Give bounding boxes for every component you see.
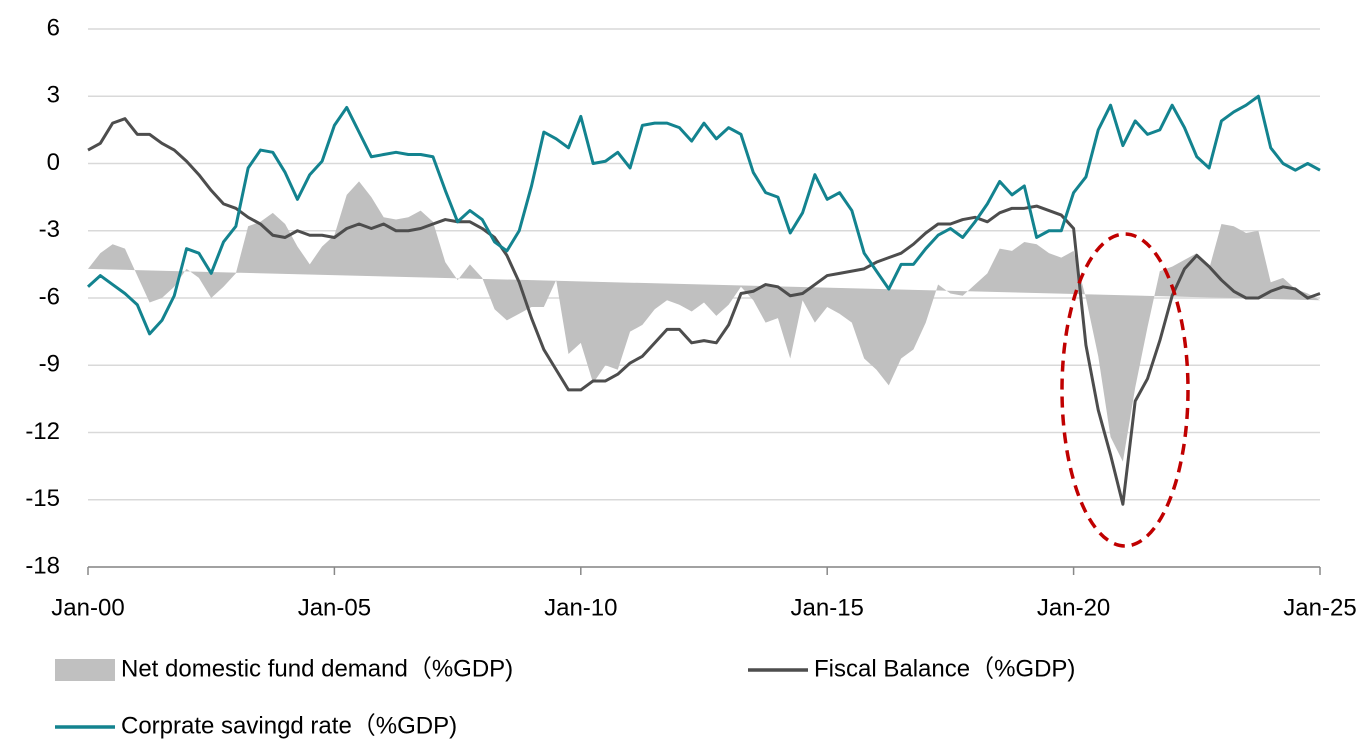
y-tick-label: -3	[39, 216, 60, 243]
x-tick-label: Jan-20	[1037, 594, 1110, 621]
y-tick-label: -6	[39, 283, 60, 310]
area	[88, 181, 1320, 462]
highlight-ellipse	[1060, 232, 1190, 548]
x-tick-label: Jan-00	[51, 594, 124, 621]
y-tick-label: -18	[25, 552, 60, 579]
y-tick-label: -12	[25, 418, 60, 445]
legend-label: Net domestic fund demand（%GDP)	[121, 655, 513, 682]
y-tick-label: 6	[47, 14, 60, 41]
legend-label: Fiscal Balance（%GDP)	[814, 655, 1075, 682]
y-tick-label: 0	[47, 149, 60, 176]
x-tick-label: Jan-05	[298, 594, 371, 621]
x-tick-label: Jan-25	[1283, 594, 1356, 621]
x-tick-label: Jan-10	[544, 594, 617, 621]
legend-label: Corprate savingd rate（%GDP)	[121, 712, 457, 739]
line	[87, 117, 1321, 506]
x-tick-label: Jan-15	[791, 594, 864, 621]
y-tick-label: 3	[47, 82, 60, 109]
line	[86, 94, 1321, 336]
y-tick-label: -15	[25, 485, 60, 512]
legend-swatch	[55, 659, 115, 681]
y-tick-label: -9	[39, 351, 60, 378]
